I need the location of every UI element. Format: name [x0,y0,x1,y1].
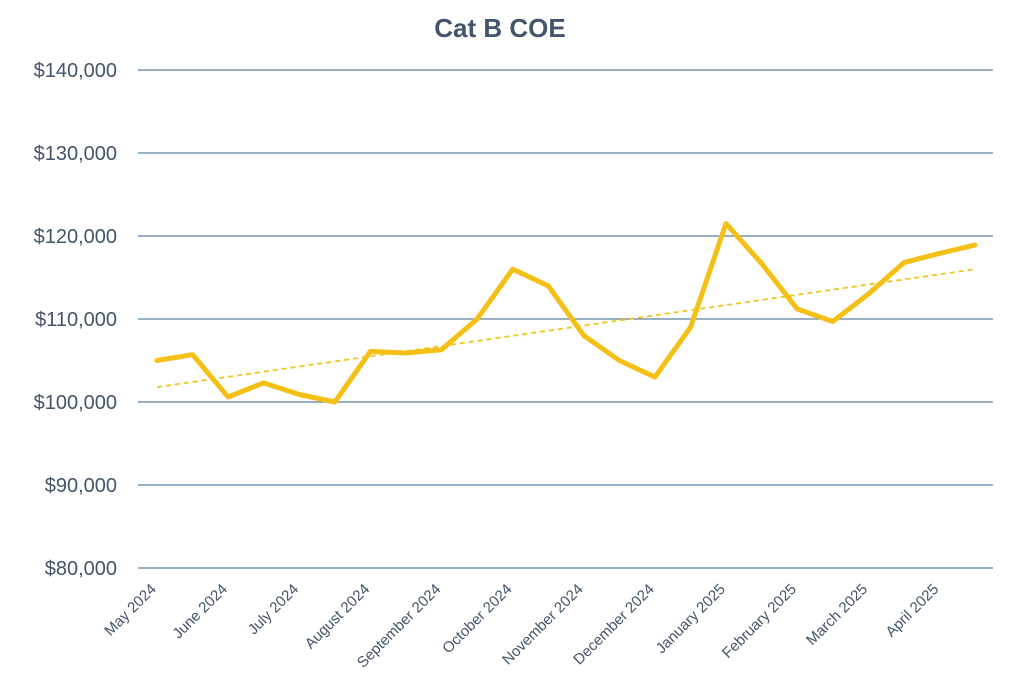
trend-line [156,268,976,388]
y-tick-label: $130,000 [34,143,117,165]
chart-title: Cat B COE [434,13,565,43]
y-tick-label: $120,000 [34,226,117,248]
gridlines [138,69,993,569]
x-tick-label: May 2024 [101,581,160,640]
x-tick-label: February 2025 [719,581,800,662]
x-tick-label: October 2024 [439,581,515,657]
x-tick-label: April 2025 [882,581,942,641]
x-tick-label: March 2025 [803,581,871,649]
y-tick-label: $110,000 [35,309,117,331]
series [154,221,978,405]
y-tick-label: $100,000 [34,392,117,414]
trendline [156,268,976,388]
y-axis-labels: $80,000 $90,000 $100,000 $110,000 $120,000 $1… [34,60,117,580]
x-tick-label: July 2024 [245,581,302,638]
y-tick-label: $80,000 [45,558,117,580]
y-tick-label: $140,000 [34,60,117,82]
x-tick-label: August 2024 [302,581,374,653]
series-line [154,221,978,405]
x-tick-label: June 2024 [169,581,231,643]
x-axis-labels: May 2024 June 2024 July 2024 August 2024Sep… [101,581,942,671]
y-tick-label: $90,000 [45,475,117,497]
x-tick-label: January 2025 [653,581,729,657]
